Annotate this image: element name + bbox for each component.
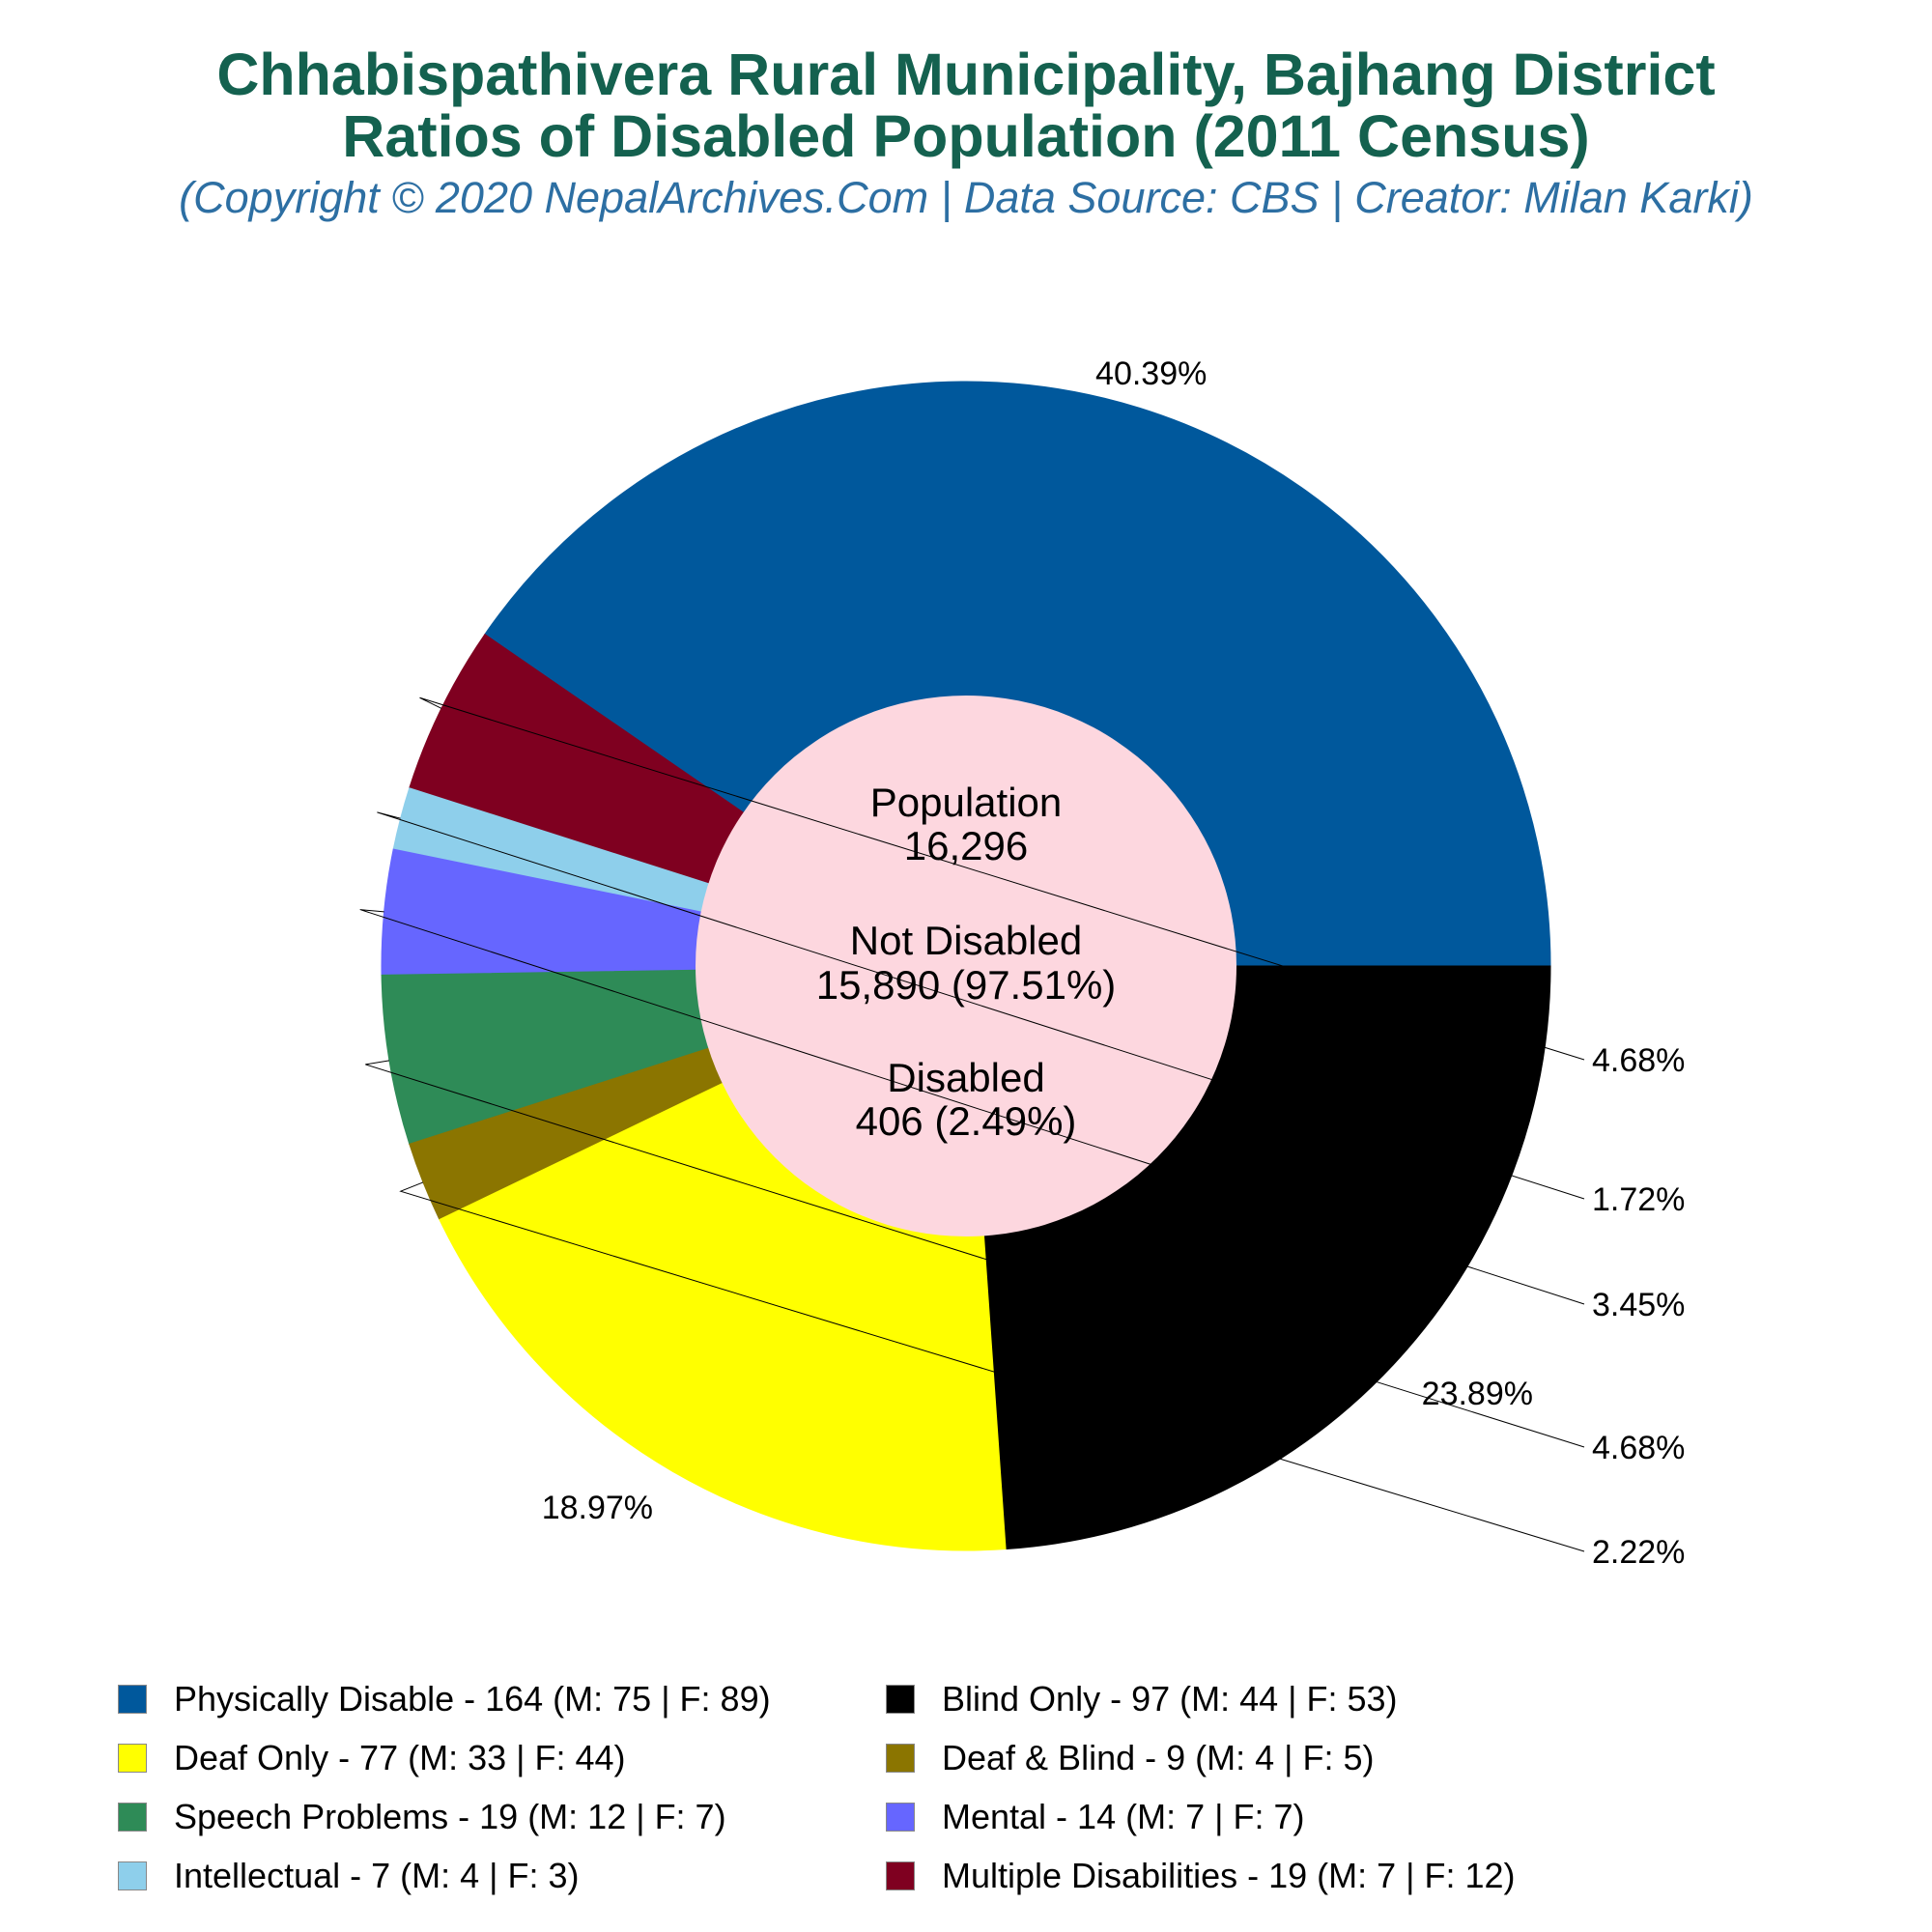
leader-line-speech-problems [365, 1060, 1585, 1448]
percent-label-deaf-blind: 2.22% [1592, 1534, 1685, 1571]
center-population-label: Population [870, 780, 1063, 825]
legend-label: Deaf & Blind - 9 (M: 4 | F: 5) [942, 1738, 1375, 1777]
legend-swatch [886, 1685, 915, 1714]
legend-swatch [886, 1803, 915, 1832]
center-not-disabled-value: 15,890 (97.51%) [816, 962, 1117, 1008]
legend-swatch [118, 1861, 147, 1890]
percent-label-physically-disable: 40.39% [1095, 355, 1207, 392]
legend-item-deaf-blind: Deaf & Blind - 9 (M: 4 | F: 5) [886, 1735, 1755, 1781]
legend-item-deaf-only: Deaf Only - 77 (M: 33 | F: 44) [118, 1735, 886, 1781]
legend-swatch [886, 1744, 915, 1773]
leader-line-deaf-blind [399, 1181, 1585, 1552]
legend-swatch [118, 1803, 147, 1832]
legend-label: Speech Problems - 19 (M: 12 | F: 7) [174, 1797, 726, 1836]
legend-swatch [118, 1744, 147, 1773]
percent-label-speech-problems: 4.68% [1592, 1430, 1685, 1466]
legend-label: Mental - 14 (M: 7 | F: 7) [942, 1797, 1305, 1836]
legend-item-multiple-disabilities: Multiple Disabilities - 19 (M: 7 | F: 12… [886, 1853, 1755, 1899]
pie-slice-physically-disable [484, 381, 1551, 967]
percent-label-mental: 3.45% [1592, 1287, 1685, 1323]
legend-swatch [118, 1685, 147, 1714]
percent-label-blind-only: 23.89% [1422, 1376, 1533, 1412]
center-not-disabled-label: Not Disabled [850, 918, 1082, 963]
leader-line-intellectual [377, 811, 1585, 1200]
chart-subtitle: (Copyright © 2020 NepalArchives.Com | Da… [179, 173, 1753, 222]
legend-item-physically-disable: Physically Disable - 164 (M: 75 | F: 89) [118, 1676, 886, 1722]
legend-item-intellectual: Intellectual - 7 (M: 4 | F: 3) [118, 1853, 886, 1899]
center-hole [696, 696, 1236, 1236]
legend-swatch [886, 1861, 915, 1890]
percent-label-deaf-only: 18.97% [542, 1490, 653, 1526]
legend-label: Multiple Disabilities - 19 (M: 7 | F: 12… [942, 1856, 1516, 1895]
legend-label: Blind Only - 97 (M: 44 | F: 53) [942, 1679, 1398, 1719]
center-disabled-value: 406 (2.49%) [856, 1098, 1077, 1144]
legend-label: Physically Disable - 164 (M: 75 | F: 89) [174, 1679, 771, 1719]
legend-item-mental: Mental - 14 (M: 7 | F: 7) [886, 1794, 1755, 1840]
legend-label: Intellectual - 7 (M: 4 | F: 3) [174, 1856, 580, 1895]
percent-label-multiple-disabilities: 4.68% [1592, 1042, 1685, 1079]
leader-line-mental [359, 909, 1585, 1305]
chart-title-line-2: Ratios of Disabled Population (2011 Cens… [342, 103, 1590, 169]
legend-label: Deaf Only - 77 (M: 33 | F: 44) [174, 1738, 626, 1777]
legend-item-blind-only: Blind Only - 97 (M: 44 | F: 53) [886, 1676, 1755, 1722]
legend-item-speech-problems: Speech Problems - 19 (M: 12 | F: 7) [118, 1794, 886, 1840]
chart-legend: Physically Disable - 164 (M: 75 | F: 89)… [118, 1676, 1876, 1899]
center-population-value: 16,296 [904, 823, 1028, 868]
chart-title-line-1: Chhabispathivera Rural Municipality, Baj… [216, 42, 1716, 107]
leader-line-multiple-disabilities [419, 696, 1585, 1061]
percent-label-intellectual: 1.72% [1592, 1181, 1685, 1218]
center-disabled-label: Disabled [887, 1055, 1044, 1100]
